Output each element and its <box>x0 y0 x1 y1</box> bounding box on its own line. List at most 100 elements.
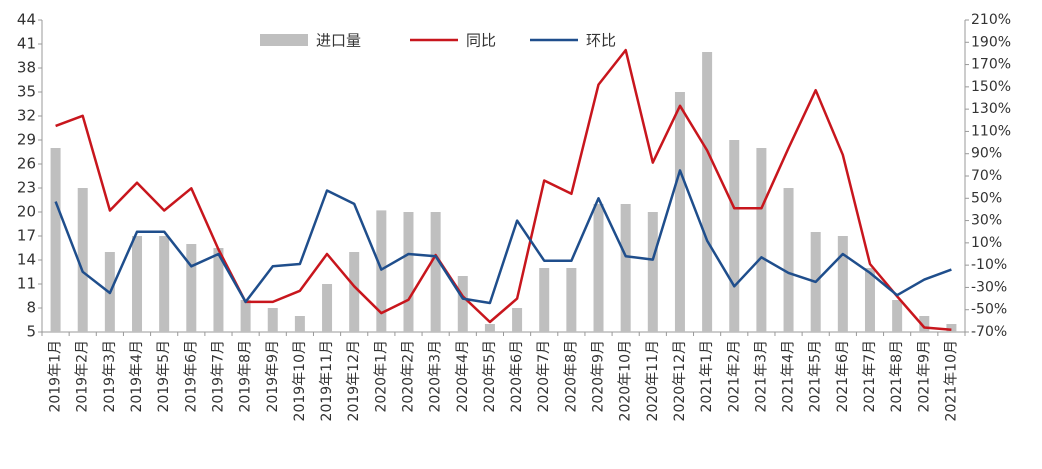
bar <box>783 188 794 332</box>
x-tick-label: 2019年6月 <box>183 340 199 413</box>
x-tick-label: 2020年12月 <box>672 340 688 421</box>
x-tick-label: 2019年5月 <box>156 340 172 413</box>
y2-tick-label: 50% <box>971 190 1002 206</box>
x-tick-label: 2020年1月 <box>373 340 389 413</box>
x-tick-label: 2019年12月 <box>346 340 362 421</box>
x-tick-label: 2021年9月 <box>916 340 932 413</box>
bar <box>837 236 848 332</box>
x-tick-label: 2020年10月 <box>618 340 634 421</box>
bar <box>349 252 360 332</box>
legend-label: 环比 <box>586 32 616 50</box>
y-tick-label: 23 <box>17 179 36 197</box>
x-tick-label: 2019年4月 <box>129 340 145 413</box>
y2-tick-label: 10% <box>971 235 1002 251</box>
line <box>54 169 952 305</box>
y-tick-label: 17 <box>17 227 36 245</box>
x-tick-label: 2019年8月 <box>238 340 254 413</box>
y-tick-label: 26 <box>17 155 36 173</box>
y-tick-label: 11 <box>17 275 36 293</box>
y-tick-label: 20 <box>17 203 36 221</box>
legend-label: 同比 <box>466 32 496 50</box>
bar <box>457 276 468 332</box>
bar <box>674 92 685 332</box>
x-tick-label: 2021年10月 <box>943 340 959 421</box>
y2-tick-label: 190% <box>971 34 1011 50</box>
y-tick-label: 41 <box>17 35 36 53</box>
legend-item: 同比 <box>410 32 496 50</box>
x-tick-label: 2020年4月 <box>455 340 471 413</box>
bar <box>213 248 224 332</box>
bar <box>647 212 658 332</box>
x-tick-label: 2021年6月 <box>835 340 851 413</box>
x-tick-label: 2021年8月 <box>889 340 905 413</box>
bar <box>430 212 441 332</box>
bar <box>159 236 170 332</box>
line <box>55 48 952 332</box>
bar <box>267 308 278 332</box>
bar <box>620 204 631 332</box>
x-tick-label: 2021年5月 <box>808 340 824 413</box>
x-tick-label: 2021年3月 <box>753 340 769 413</box>
legend-item: 环比 <box>530 32 616 50</box>
x-tick-label: 2019年1月 <box>48 340 64 413</box>
bar <box>946 324 957 332</box>
x-tick-label: 2019年9月 <box>265 340 281 413</box>
bar <box>512 308 523 332</box>
x-tick-label: 2020年9月 <box>591 340 607 413</box>
y2-tick-label: -70% <box>971 324 1007 340</box>
y-tick-label: 35 <box>17 83 36 101</box>
y-tick-label: 32 <box>17 107 36 125</box>
x-tick-label: 2019年2月 <box>75 340 91 413</box>
y2-tick-label: -50% <box>971 302 1007 318</box>
x-tick-label: 2020年8月 <box>563 340 579 413</box>
y2-tick-label: 70% <box>971 168 1002 184</box>
x-tick-label: 2020年2月 <box>400 340 416 413</box>
bar <box>294 316 305 332</box>
bar <box>864 268 875 332</box>
bar <box>132 236 143 332</box>
x-tick-label: 2021年4月 <box>781 340 797 413</box>
y-tick-label: 29 <box>17 131 36 149</box>
x-tick-label: 2020年11月 <box>645 340 661 421</box>
y-tick-label: 8 <box>26 299 36 317</box>
bar <box>729 140 740 332</box>
x-tick-label: 2019年10月 <box>292 340 308 421</box>
x-tick-label: 2019年11月 <box>319 340 335 421</box>
bar <box>702 52 713 332</box>
x-tick-label: 2021年1月 <box>699 340 715 413</box>
bar <box>240 300 251 332</box>
bar <box>403 212 414 332</box>
x-tick-label: 2021年7月 <box>862 340 878 413</box>
x-tick-label: 2020年3月 <box>428 340 444 413</box>
bar <box>756 148 767 332</box>
bar <box>919 316 930 332</box>
bar <box>593 204 604 332</box>
y2-tick-label: 150% <box>971 79 1011 95</box>
y2-tick-label: 170% <box>971 57 1011 73</box>
y-tick-label: 5 <box>26 323 36 341</box>
bar <box>77 188 88 332</box>
y-tick-label: 14 <box>17 251 36 269</box>
y2-tick-label: 130% <box>971 101 1011 117</box>
bar <box>376 210 387 332</box>
y2-tick-label: 110% <box>971 123 1011 139</box>
x-tick-label: 2020年6月 <box>509 340 525 413</box>
y2-tick-label: 210% <box>971 12 1011 28</box>
legend-item: 进口量 <box>260 32 361 50</box>
y2-tick-label: 30% <box>971 213 1002 229</box>
bar <box>186 244 197 332</box>
legend-label: 进口量 <box>316 32 361 50</box>
bar <box>539 268 550 332</box>
y-tick-label: 38 <box>17 59 36 77</box>
x-tick-label: 2020年5月 <box>482 340 498 413</box>
bar <box>892 300 903 332</box>
x-tick-label: 2021年2月 <box>726 340 742 413</box>
y-tick-label: 44 <box>17 11 36 29</box>
x-tick-label: 2019年3月 <box>102 340 118 413</box>
x-tick-label: 2020年7月 <box>536 340 552 413</box>
y2-tick-label: -10% <box>971 257 1007 273</box>
legend-swatch <box>260 34 308 46</box>
bar <box>322 284 333 332</box>
bar <box>484 324 495 332</box>
y2-tick-label: 90% <box>971 146 1002 162</box>
